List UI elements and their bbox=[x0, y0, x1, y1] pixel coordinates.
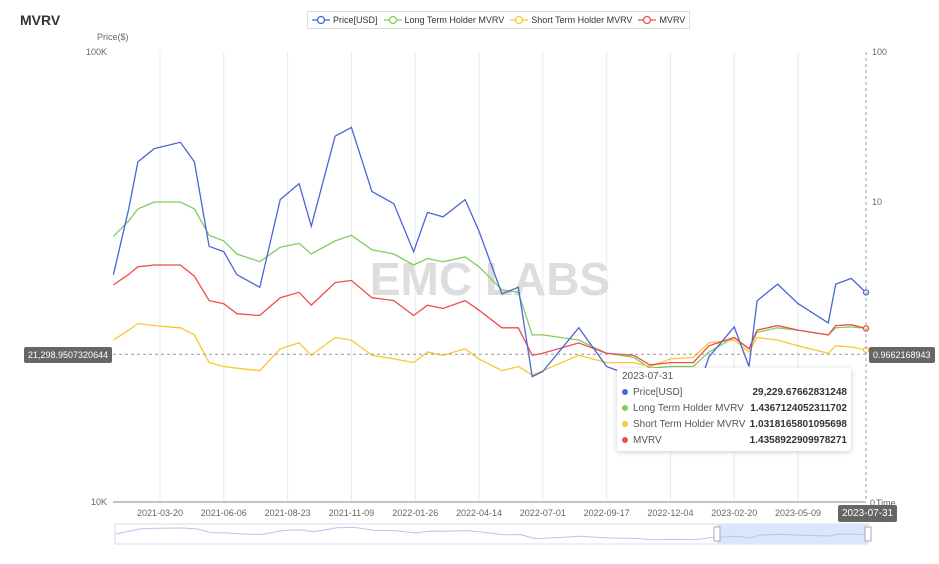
series-line-mvrv bbox=[113, 264, 867, 366]
tooltip-label: MVRV bbox=[633, 434, 662, 446]
tooltip-row: Short Term Holder MVRV 1.0318165801095698 bbox=[617, 416, 851, 432]
legend-label: Long Term Holder MVRV bbox=[404, 15, 505, 25]
legend-marker-icon bbox=[383, 15, 402, 25]
series-line-short-term-holder-mvrv bbox=[113, 322, 867, 376]
legend: Price[USD] Long Term Holder MVRV Short Ter… bbox=[307, 11, 691, 29]
x-axis-title: Time bbox=[876, 498, 896, 508]
tooltip-row: MVRV 1.4358922909978271 bbox=[617, 432, 851, 448]
x-tick-label: 2022-04-14 bbox=[456, 508, 502, 518]
datazoom-preview-line bbox=[115, 526, 868, 541]
x-tick-label: 2021-11-09 bbox=[329, 508, 374, 518]
series-dot-icon bbox=[622, 421, 628, 427]
crosshair-left-label: 21,298.9507320644 bbox=[24, 347, 113, 363]
x-tick-label: 2023-05-09 bbox=[775, 508, 821, 518]
legend-marker-icon bbox=[312, 15, 330, 25]
legend-item[interactable]: Long Term Holder MVRV bbox=[383, 15, 505, 25]
legend-label: Price[USD] bbox=[333, 15, 378, 25]
tooltip-label: Short Term Holder MVRV bbox=[633, 418, 746, 430]
series-line-price-usd- bbox=[112, 126, 867, 405]
chart-title: MVRV bbox=[20, 12, 61, 28]
tooltip-row: Price[USD] 29,229.67662831248 bbox=[617, 384, 851, 400]
y-right-tick: 10 bbox=[872, 197, 882, 207]
y-left-axis-title: Price($) bbox=[97, 32, 129, 42]
x-tick-label: 2021-08-23 bbox=[265, 508, 311, 518]
series-dot-icon bbox=[622, 437, 628, 443]
x-tick-label: 2021-06-06 bbox=[201, 508, 247, 518]
y-right-tick: 100 bbox=[872, 47, 887, 57]
tooltip-date: 2023-07-31 bbox=[622, 371, 674, 382]
datazoom-left-handle[interactable] bbox=[713, 526, 721, 542]
legend-label: MVRV bbox=[659, 15, 686, 25]
tooltip-value: 1.4367124052311702 bbox=[750, 402, 847, 414]
x-tick-label: 2022-01-26 bbox=[392, 508, 438, 518]
tooltip-value: 1.4358922909978271 bbox=[749, 434, 847, 446]
datazoom-right-handle[interactable] bbox=[864, 526, 872, 542]
x-tick-label: 2021-03-20 bbox=[137, 508, 183, 518]
legend-item[interactable]: Price[USD] bbox=[312, 15, 378, 25]
y-left-tick: 100K bbox=[86, 47, 107, 57]
series-dot-icon bbox=[622, 389, 628, 395]
x-tick-label: 2022-07-01 bbox=[520, 508, 566, 518]
legend-marker-icon bbox=[510, 15, 529, 25]
tooltip-label: Price[USD] bbox=[633, 386, 683, 398]
crosshair-x-label: 2023-07-31 bbox=[838, 505, 898, 522]
tooltip-value: 1.0318165801095698 bbox=[749, 418, 847, 430]
y-right-tick: 0 bbox=[870, 498, 875, 508]
x-tick-label: 2022-12-04 bbox=[647, 508, 693, 518]
crosshair-right-label: 0.9662168943 bbox=[869, 347, 935, 363]
legend-marker-icon bbox=[638, 15, 657, 25]
tooltip-row: Long Term Holder MVRV 1.4367124052311702 bbox=[617, 400, 851, 416]
legend-item[interactable]: MVRV bbox=[638, 15, 685, 25]
tooltip-value: 29,229.67662831248 bbox=[752, 386, 847, 398]
x-tick-label: 2022-09-17 bbox=[584, 508, 630, 518]
x-tick-label: 2023-02-20 bbox=[711, 508, 757, 518]
legend-item[interactable]: Short Term Holder MVRV bbox=[510, 15, 632, 25]
tooltip-label: Long Term Holder MVRV bbox=[633, 402, 744, 414]
datazoom-selected-range[interactable] bbox=[717, 524, 868, 544]
tooltip: 2023-07-31 Price[USD] 29,229.67662831248 L… bbox=[617, 368, 851, 451]
series-dot-icon bbox=[622, 405, 628, 411]
y-left-tick: 10K bbox=[91, 497, 107, 507]
legend-label: Short Term Holder MVRV bbox=[531, 15, 633, 25]
